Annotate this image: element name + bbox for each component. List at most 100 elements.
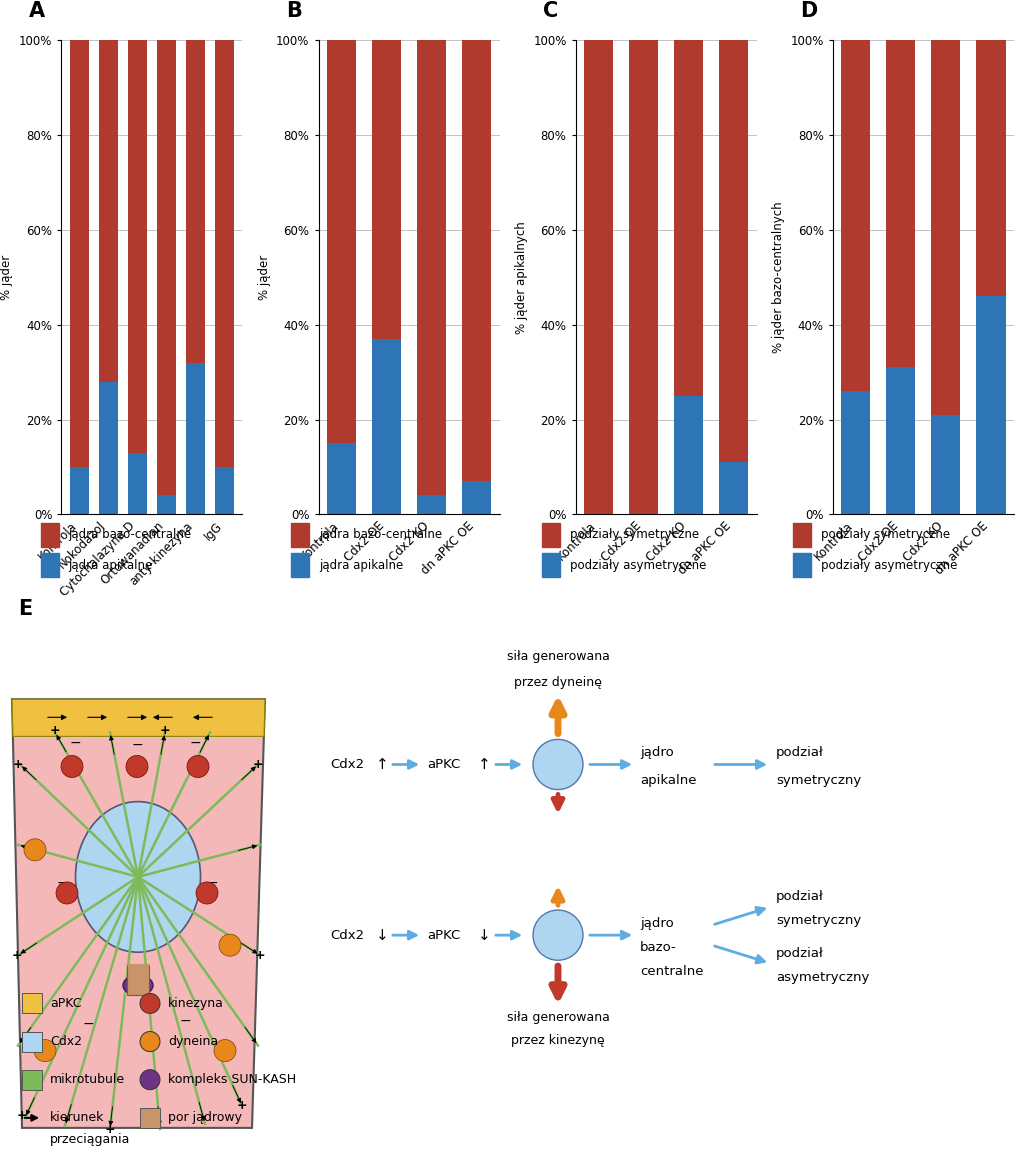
Text: Cdx2: Cdx2 [50, 1035, 82, 1048]
Text: E: E [18, 599, 32, 618]
Text: −: − [124, 977, 136, 991]
Bar [98, 40, 118, 381]
Bar [417, 496, 446, 514]
Text: siła generowana: siła generowana [507, 650, 609, 662]
Text: aPKC: aPKC [50, 996, 82, 1010]
Text: podziały asymetryczne: podziały asymetryczne [821, 558, 957, 572]
Text: −: − [56, 876, 68, 890]
Circle shape [34, 1039, 56, 1061]
Bar [140, 1107, 160, 1128]
Text: dyneina: dyneina [168, 1035, 218, 1048]
Circle shape [219, 934, 241, 956]
Bar [674, 40, 703, 395]
Text: bazo-: bazo- [640, 941, 677, 954]
Polygon shape [12, 699, 265, 1128]
Circle shape [140, 1031, 160, 1052]
Bar [674, 395, 703, 514]
Text: por jądrowy: por jądrowy [168, 1111, 242, 1125]
Text: podziały symetryczne: podziały symetryczne [570, 528, 699, 541]
Bar [70, 467, 89, 514]
Text: kompleks SUN-KASH: kompleks SUN-KASH [168, 1073, 296, 1087]
Text: −: − [131, 738, 142, 751]
Bar [886, 368, 915, 514]
Text: aPKC: aPKC [427, 928, 460, 942]
Text: podział: podział [776, 746, 823, 759]
Bar [98, 381, 118, 514]
Text: ↑: ↑ [376, 757, 389, 772]
Bar [584, 40, 613, 514]
Bar [841, 40, 870, 391]
Bar [41, 523, 58, 547]
Circle shape [187, 756, 209, 778]
Circle shape [61, 756, 83, 778]
Text: apikalne: apikalne [640, 775, 696, 787]
Bar [128, 453, 146, 514]
Bar [462, 40, 492, 481]
Bar [462, 481, 492, 514]
Polygon shape [12, 699, 265, 736]
Bar [629, 40, 658, 514]
Text: A: A [29, 1, 45, 21]
Bar [417, 40, 446, 496]
Bar [372, 339, 401, 514]
Text: D: D [800, 1, 817, 21]
Bar [543, 523, 560, 547]
Bar [215, 40, 234, 467]
Bar [215, 467, 234, 514]
Text: przez kinezynę: przez kinezynę [511, 1035, 605, 1047]
Bar [127, 965, 150, 995]
Bar [886, 40, 915, 368]
Bar [292, 523, 309, 547]
Text: przeciągania: przeciągania [50, 1133, 130, 1147]
Text: ↓: ↓ [478, 927, 490, 942]
Bar [794, 523, 811, 547]
Bar [41, 554, 58, 578]
Bar [931, 415, 961, 514]
Text: jądra apikalne: jądra apikalne [319, 558, 403, 572]
Text: −: − [82, 1016, 94, 1030]
Circle shape [534, 740, 583, 790]
Bar [157, 40, 176, 496]
Text: symetryczny: symetryczny [776, 913, 861, 927]
Circle shape [140, 993, 160, 1014]
Text: podziały asymetryczne: podziały asymetryczne [570, 558, 707, 572]
Text: kierunek: kierunek [50, 1111, 104, 1125]
Ellipse shape [76, 801, 201, 953]
Circle shape [126, 756, 148, 778]
Text: jądro: jądro [640, 917, 674, 929]
Text: jądra bazo-centralne: jądra bazo-centralne [69, 528, 191, 541]
Bar [70, 40, 89, 467]
Text: siła generowana: siła generowana [507, 1012, 609, 1024]
Text: +: + [16, 1110, 28, 1122]
Bar [327, 443, 356, 514]
Bar [22, 1031, 42, 1052]
Text: podział: podział [776, 947, 823, 959]
Y-axis label: % jąder: % jąder [258, 254, 270, 301]
Text: centralne: centralne [640, 965, 703, 978]
Circle shape [140, 1069, 160, 1090]
Text: jądro: jądro [640, 746, 674, 759]
Text: +: + [237, 1099, 248, 1112]
Ellipse shape [123, 976, 153, 995]
Bar [931, 40, 961, 415]
Bar [128, 40, 146, 453]
Y-axis label: % jąder: % jąder [0, 254, 13, 301]
Bar [719, 462, 749, 514]
Text: +: + [160, 724, 170, 736]
Text: +: + [11, 949, 23, 962]
Bar [186, 363, 205, 514]
Text: symetryczny: symetryczny [776, 775, 861, 787]
Text: asymetryczny: asymetryczny [776, 971, 869, 984]
Text: kinezyna: kinezyna [168, 996, 224, 1010]
Text: +: + [104, 1124, 116, 1136]
Bar [841, 391, 870, 514]
Text: przez dyneinę: przez dyneinę [514, 675, 602, 689]
Text: +: + [12, 758, 24, 771]
Text: ↑: ↑ [478, 757, 490, 772]
Text: Cdx2: Cdx2 [330, 928, 365, 942]
Y-axis label: % jąder apikalnych: % jąder apikalnych [515, 221, 527, 334]
Circle shape [24, 839, 46, 861]
Bar [22, 993, 42, 1014]
Text: B: B [286, 1, 302, 21]
Bar [372, 40, 401, 339]
